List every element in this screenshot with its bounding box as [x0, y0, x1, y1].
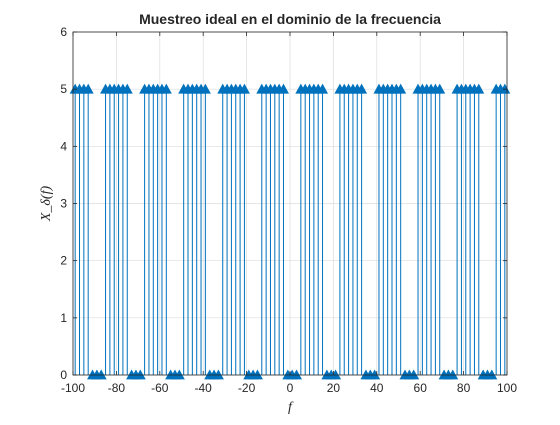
stem-marker — [121, 83, 133, 94]
stem-marker — [317, 83, 329, 94]
y-tick-label: 2 — [60, 254, 67, 268]
stem — [173, 369, 185, 380]
chart-title: Muestreo ideal en el dominio de la frecu… — [139, 11, 441, 27]
stem — [486, 369, 498, 380]
stem — [408, 369, 420, 380]
stem-marker — [95, 369, 107, 380]
y-tick-labels: 0 1 2 3 4 5 6 — [60, 25, 67, 382]
y-tick-label: 6 — [60, 25, 67, 39]
stem-marker — [395, 83, 407, 94]
stem — [473, 83, 485, 375]
stem — [121, 83, 133, 375]
stem — [160, 83, 172, 375]
stem — [291, 369, 303, 380]
stem-marker — [173, 369, 185, 380]
y-tick-label: 3 — [60, 197, 67, 211]
x-tick-label: 80 — [457, 381, 471, 395]
stem-marker — [238, 83, 250, 94]
stem-marker — [473, 83, 485, 94]
x-tick-label: 100 — [497, 381, 517, 395]
stem — [277, 83, 289, 375]
stem-marker — [356, 83, 368, 94]
stem-marker — [160, 83, 172, 94]
x-tick-label: 0 — [287, 381, 294, 395]
stem — [95, 369, 107, 380]
stem-series — [69, 83, 511, 380]
stem — [356, 83, 368, 375]
x-tick-label: 60 — [414, 381, 428, 395]
y-tick-label: 0 — [60, 368, 67, 382]
stem — [251, 369, 263, 380]
ticks — [72, 31, 508, 376]
stem-marker — [486, 369, 498, 380]
stem-marker — [330, 369, 342, 380]
x-tick-labels: -100 -80 -60 -40 -20 0 20 40 60 80 100 — [61, 381, 517, 395]
stem-marker — [277, 83, 289, 94]
x-tick-label: -100 — [61, 381, 85, 395]
x-tick-label: -40 — [195, 381, 213, 395]
y-axis-label: X_δ(f) — [39, 186, 54, 223]
stem — [434, 83, 446, 375]
stem-marker — [499, 83, 511, 94]
stem-marker — [82, 83, 94, 94]
x-tick-label: 20 — [327, 381, 341, 395]
y-tick-label: 1 — [60, 311, 67, 325]
stem — [212, 369, 224, 380]
stem-marker — [291, 369, 303, 380]
stem-marker — [447, 369, 459, 380]
stem — [238, 83, 250, 375]
stem — [499, 83, 511, 375]
stem-marker — [199, 83, 211, 94]
stem-marker — [212, 369, 224, 380]
stem — [369, 369, 381, 380]
y-tick-label: 4 — [60, 139, 67, 153]
stem-marker — [369, 369, 381, 380]
x-axis-label: f — [288, 400, 294, 415]
stem — [317, 83, 329, 375]
x-tick-label: -60 — [151, 381, 169, 395]
stem — [395, 83, 407, 375]
y-tick-label: 5 — [60, 82, 67, 96]
x-tick-label: -80 — [108, 381, 126, 395]
stem — [82, 83, 94, 375]
x-tick-label: -20 — [238, 381, 256, 395]
stem — [447, 369, 459, 380]
stem-marker — [251, 369, 263, 380]
stem-marker — [434, 83, 446, 94]
x-tick-label: 40 — [370, 381, 384, 395]
stem-marker — [408, 369, 420, 380]
stem — [330, 369, 342, 380]
stem-marker — [134, 369, 146, 380]
stem — [134, 369, 146, 380]
stem — [199, 83, 211, 375]
